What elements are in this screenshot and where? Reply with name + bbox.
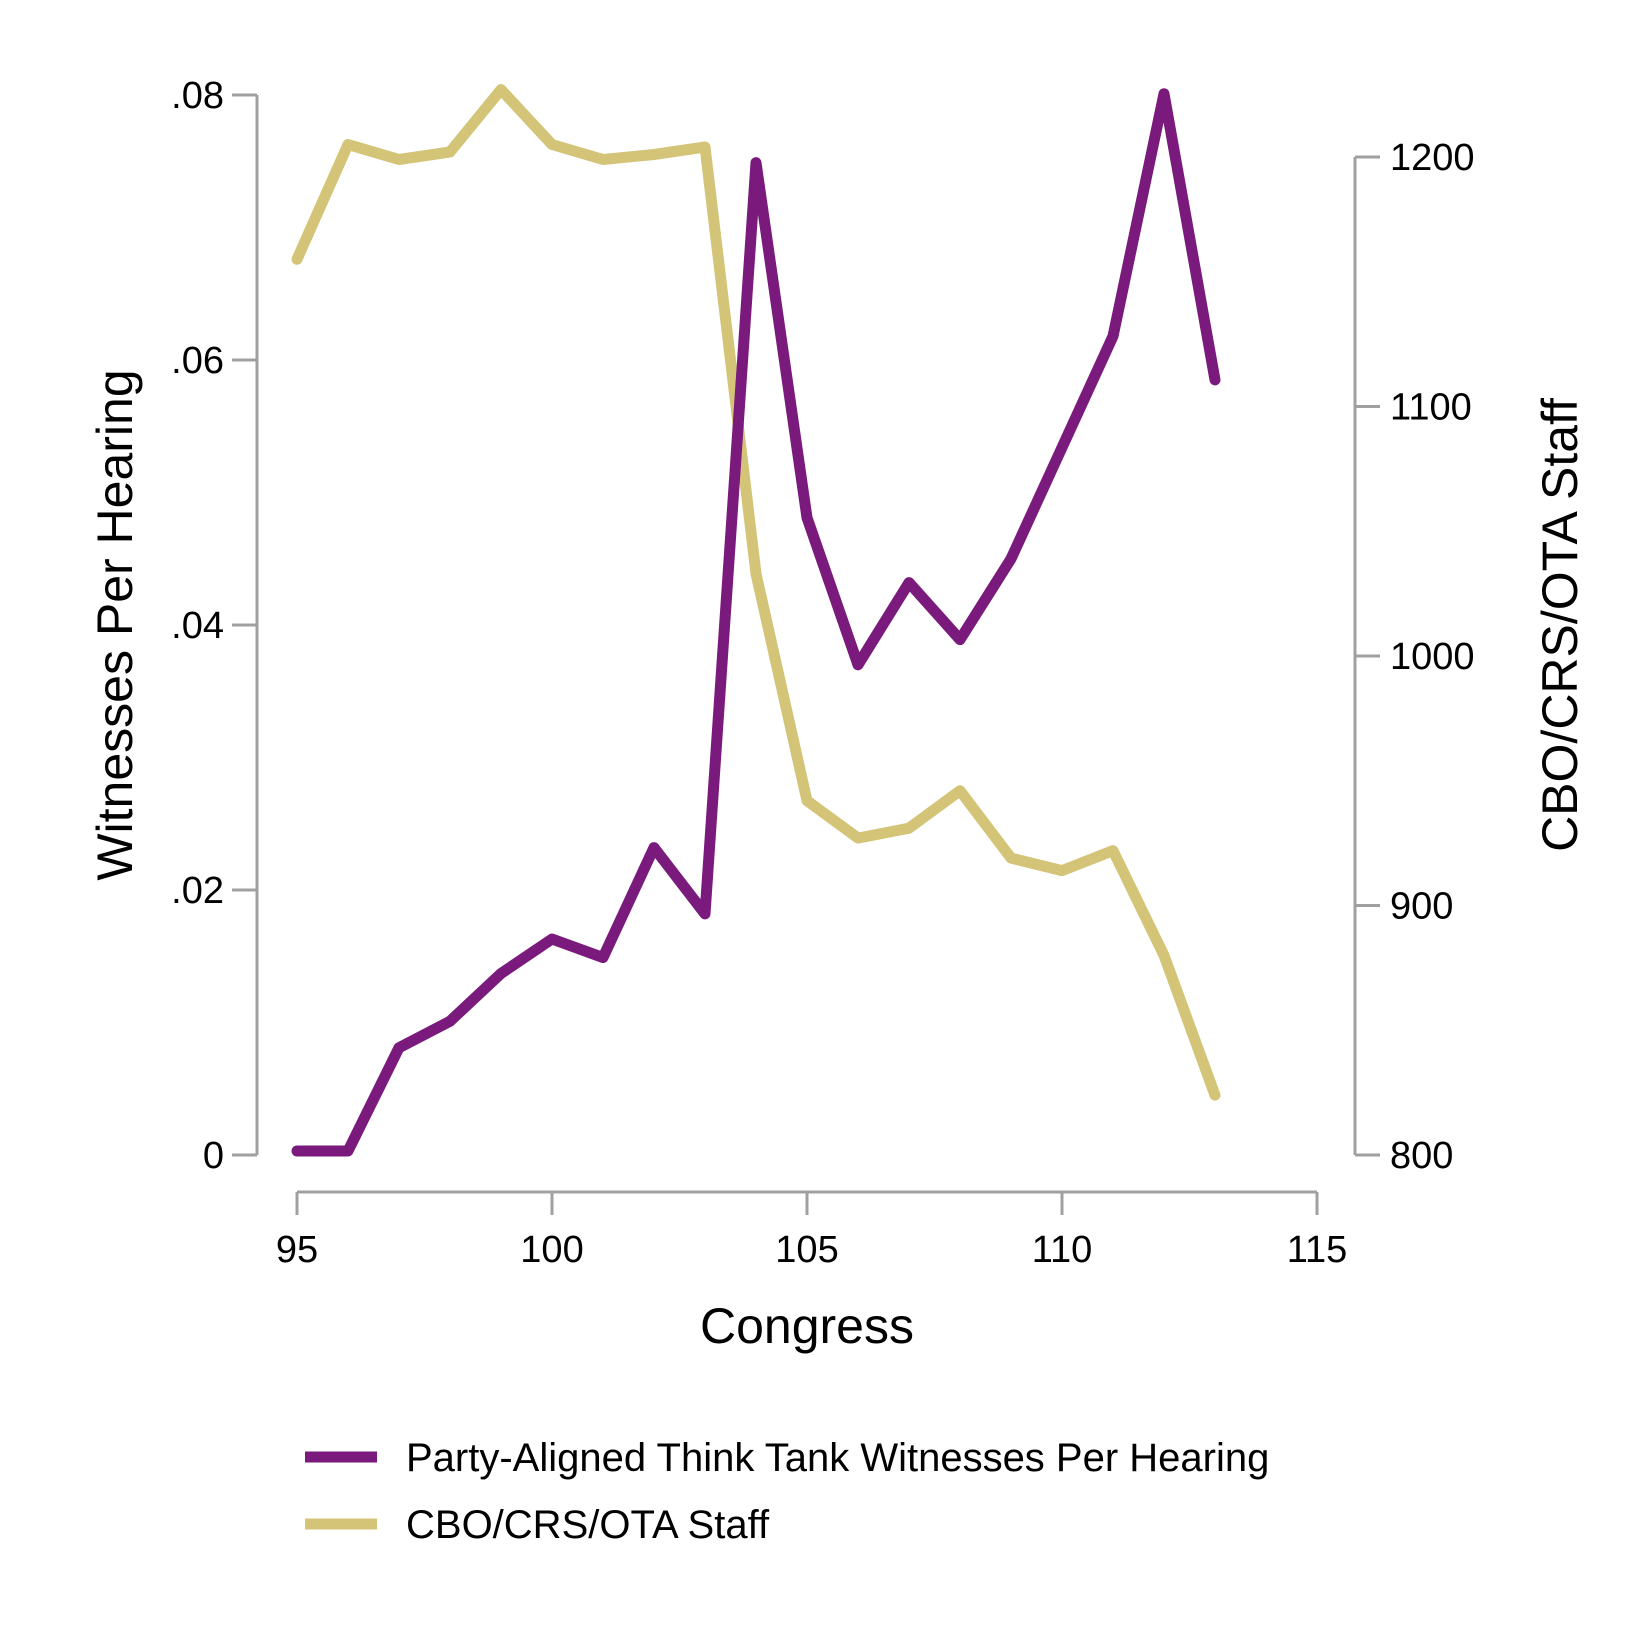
- x-axis-title: Congress: [700, 1298, 914, 1354]
- left-y-tick-label: .04: [171, 605, 224, 647]
- left-y-tick-label: .08: [171, 75, 224, 117]
- legend-label-think-tank: Party-Aligned Think Tank Witnesses Per H…: [406, 1436, 1269, 1480]
- right-axis-title: CBO/CRS/OTA Staff: [1532, 398, 1588, 852]
- series-line-think-tank-witnesses: [291, 88, 1221, 1157]
- legend: Party-Aligned Think Tank Witnesses Per H…: [305, 1436, 1269, 1547]
- x-tick-label: 115: [1287, 1229, 1348, 1271]
- x-tick-label: 95: [276, 1229, 318, 1271]
- right-y-tick-label: 1100: [1390, 387, 1472, 429]
- right-y-tick-label: 1000: [1390, 636, 1475, 678]
- x-tick-label: 105: [775, 1229, 838, 1271]
- left-y-tick-label: 0: [203, 1135, 224, 1177]
- right-y-tick-label: 800: [1390, 1135, 1453, 1177]
- x-tick-label: 100: [520, 1229, 583, 1271]
- legend-label-cbo-staff: CBO/CRS/OTA Staff: [406, 1503, 770, 1547]
- left-y-tick-label: .02: [171, 870, 224, 912]
- series-line-cbo-crs-ota-staff: [291, 84, 1221, 1101]
- left-y-tick-label: .06: [171, 340, 224, 382]
- left-axis-title: Witnesses Per Hearing: [87, 369, 143, 880]
- right-y-tick-label: 900: [1390, 886, 1453, 928]
- x-tick-label: 110: [1032, 1229, 1093, 1271]
- right-y-tick-label: 1200: [1390, 137, 1475, 179]
